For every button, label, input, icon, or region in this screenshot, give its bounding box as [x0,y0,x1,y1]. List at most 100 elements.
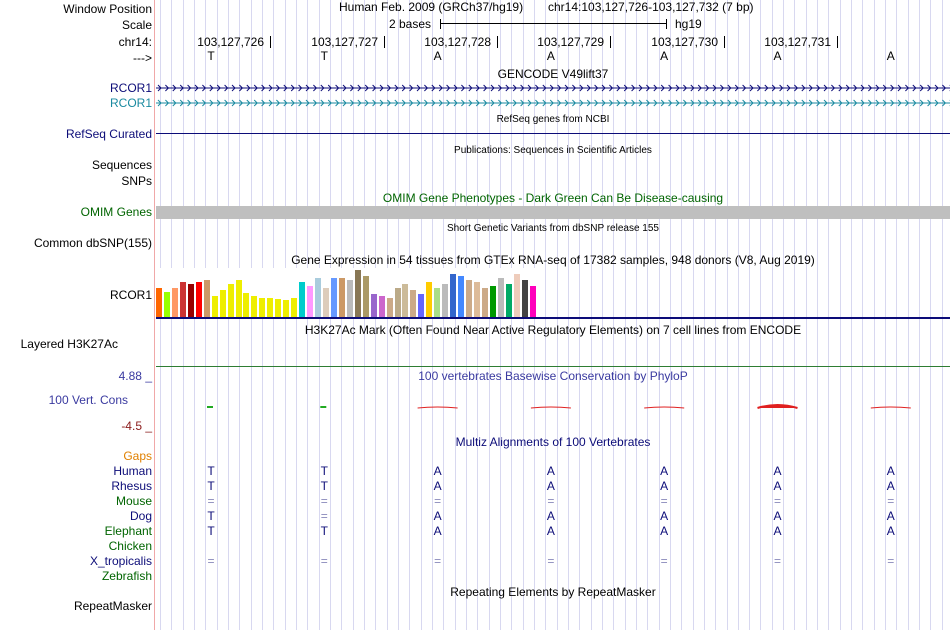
strand-arrow [179,99,184,107]
gtex-tissue-bar[interactable] [338,278,345,318]
strand-arrow [490,84,495,92]
gencode-gene-tracks[interactable] [156,81,950,109]
gtex-tissue-bar[interactable] [529,286,536,318]
position-readout: chr14:103,127,726-103,127,732 (7 bp) [548,0,754,14]
vert-cons-track-label[interactable]: 100 Vert. Cons [48,393,128,407]
gtex-tissue-bar[interactable] [450,274,457,318]
gtex-tissue-bar[interactable] [275,299,282,318]
reference-base: T [320,49,328,63]
gtex-tissue-bar[interactable] [235,280,242,318]
gtex-tissue-bar[interactable] [315,278,321,318]
strand-arrow [231,99,236,107]
strand-arrow [564,84,569,92]
strand-arrow [919,84,924,92]
strand-arrow [424,99,429,107]
strand-arrow [187,99,192,107]
h3k27ac-track-label[interactable]: Layered H3K27Ac [20,337,118,351]
gtex-tissue-bar[interactable] [322,288,329,318]
strand-arrow [498,99,503,107]
gtex-tissue-bar[interactable] [179,282,186,318]
gtex-tissue-bar[interactable] [362,276,369,318]
strand-arrow [660,99,665,107]
gtex-tissue-bar[interactable] [513,274,520,318]
gtex-tissue-bar[interactable] [195,282,202,318]
strand-arrow [646,84,651,92]
refseq-gene-line[interactable] [156,133,950,134]
gtex-tissue-bar[interactable] [521,280,528,318]
gtex-tissue-bar[interactable] [203,280,210,318]
gtex-tissue-bar[interactable] [378,296,385,318]
gtex-tissue-bar[interactable] [489,286,496,318]
gtex-tissue-bar[interactable] [458,276,465,318]
gtex-title: Gene Expression in 54 tissues from GTEx … [291,253,815,267]
gtex-tissue-bar[interactable] [227,284,234,318]
grid-line [760,0,761,630]
strand-arrow [327,99,332,107]
grid-line [545,0,546,630]
gencode-gene-label-rcor1-alt[interactable]: RCOR1 [109,96,152,110]
common-snp-track-label[interactable]: Common dbSNP(155) [33,236,152,250]
sequences-track-label[interactable]: Sequences [91,158,152,172]
strand-arrow [727,99,732,107]
gtex-tissue-bar[interactable] [307,286,314,318]
gtex-tissue-bar[interactable] [497,278,504,318]
species-label-x-tropicalis: X_tropicalis [89,554,152,568]
gtex-tissue-bar[interactable] [402,284,409,318]
gtex-tissue-bar[interactable] [466,280,473,318]
gtex-tissue-bar[interactable] [481,288,488,318]
gtex-tissue-bar[interactable] [219,290,226,318]
gtex-tissue-bar[interactable] [163,292,170,318]
gtex-tissue-bar[interactable] [434,288,441,318]
strand-arrow [290,84,295,92]
gtex-tissue-bar[interactable] [442,284,449,318]
grid-line [681,0,682,630]
gtex-tissue-bar[interactable] [474,282,480,318]
strand-arrow [890,99,895,107]
strand-arrow [520,99,525,107]
omim-track-label[interactable]: OMIM Genes [80,205,152,219]
alignment-base-x-tropicalis: = [547,554,555,568]
scale-db: hg19 [675,17,702,31]
repeatmasker-track-label[interactable]: RepeatMasker [73,599,152,613]
gtex-tissue-bar[interactable] [251,296,258,318]
gtex-expression-chart[interactable] [156,268,536,318]
gtex-tissue-bar[interactable] [426,282,433,318]
strand-arrow [668,84,673,92]
gtex-tissue-bar[interactable] [156,288,162,318]
gtex-tissue-bar[interactable] [354,270,361,318]
gtex-tissue-bar[interactable] [259,298,266,318]
strand-arrow [764,99,769,107]
gtex-tissue-bar[interactable] [346,280,353,318]
gtex-tissue-bar[interactable] [187,284,194,318]
strand-arrow [638,84,643,92]
gtex-tissue-bar[interactable] [267,298,274,318]
refseq-track-label[interactable]: RefSeq Curated [65,127,152,141]
gtex-tissue-bar[interactable] [386,298,393,318]
gtex-tissue-bar[interactable] [370,294,377,318]
gtex-tissue-bar[interactable] [410,290,417,318]
alignment-base-rhesus: A [886,479,895,493]
gencode-gene-label-rcor1[interactable]: RCOR1 [109,81,152,95]
gtex-tissue-bar[interactable] [330,278,337,318]
gtex-tissue-bar[interactable] [211,296,218,318]
gtex-tissue-bar[interactable] [243,293,250,318]
gtex-tissue-bar[interactable] [299,282,306,318]
omim-gene-bar[interactable] [156,206,950,219]
species-label-human: Human [113,464,152,478]
gtex-tissue-bar[interactable] [394,288,401,318]
gtex-tissue-bar[interactable] [291,298,298,318]
strand-arrow [794,84,799,92]
strand-arrow [927,84,932,92]
gtex-tissue-bar[interactable] [505,284,512,318]
repeatmasker-title: Repeating Elements by RepeatMasker [450,585,656,599]
gtex-tissue-bar[interactable] [283,300,290,318]
snps-track-label[interactable]: SNPs [121,174,152,188]
alignment-base-rhesus: A [660,479,669,493]
gtex-gene-label[interactable]: RCOR1 [109,288,152,302]
strand-arrow [601,99,606,107]
strand-arrow [246,84,251,92]
phylop-signal[interactable] [156,396,950,416]
gtex-tissue-bar[interactable] [171,288,178,318]
gtex-tissue-bar[interactable] [418,294,425,318]
